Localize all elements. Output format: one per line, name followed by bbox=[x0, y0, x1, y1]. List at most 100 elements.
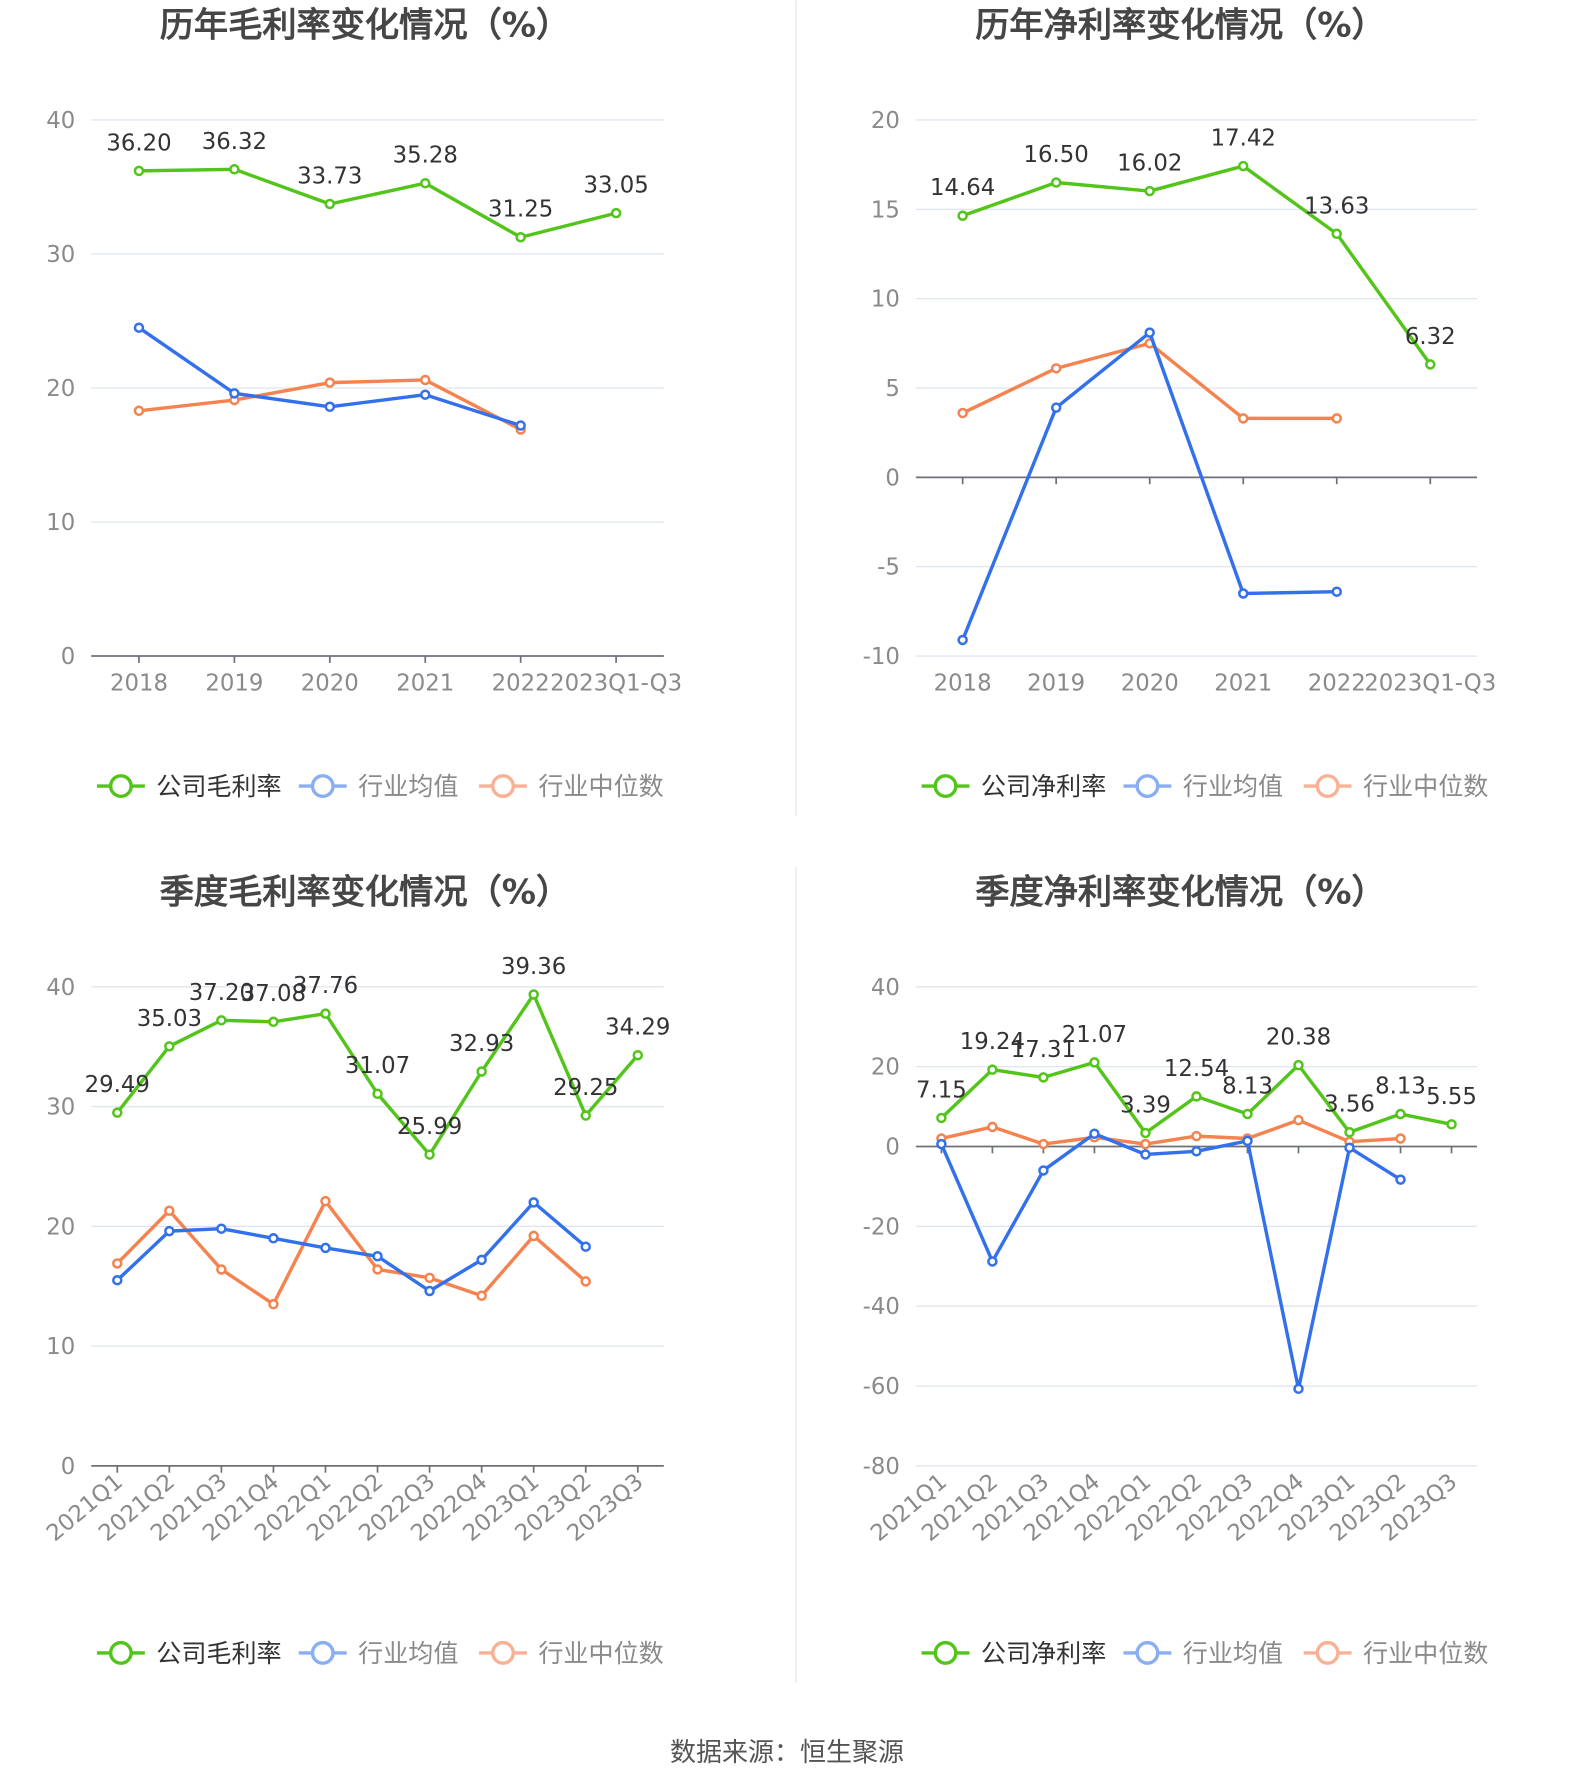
legend-item-company[interactable]: 公司净利率 bbox=[921, 1639, 1107, 1668]
data-point-avg bbox=[476, 1254, 487, 1266]
data-point-median bbox=[1050, 363, 1062, 374]
x-tick-label: 2022 bbox=[1308, 670, 1366, 696]
data-point-avg bbox=[372, 1251, 383, 1262]
y-tick-label: -5 bbox=[877, 555, 900, 581]
data-label: 34.29 bbox=[605, 1015, 670, 1041]
y-tick-label: 0 bbox=[885, 1134, 900, 1160]
y-tick-label: 40 bbox=[871, 975, 900, 1001]
data-point-avg bbox=[1395, 1174, 1406, 1185]
data-point-company bbox=[515, 231, 526, 243]
data-point-median bbox=[133, 405, 145, 417]
y-tick-label: 10 bbox=[46, 1334, 75, 1360]
legend-circle-icon bbox=[108, 774, 133, 799]
data-label: 36.32 bbox=[202, 129, 267, 155]
legend-label: 行业中位数 bbox=[1363, 772, 1488, 801]
data-point-avg bbox=[528, 1197, 539, 1208]
data-point-company bbox=[610, 207, 622, 219]
data-point-company bbox=[268, 1016, 279, 1028]
data-point-company bbox=[1038, 1072, 1049, 1083]
data-point-avg bbox=[515, 420, 526, 431]
annual-net-margin-chart: 历年净利率变化情况（%） -10 -5 0 5 10 15 20 2018 2019 2020 202… bbox=[863, 6, 1497, 801]
data-point-avg bbox=[1237, 588, 1249, 599]
legend-item-avg[interactable]: 行业均值 bbox=[298, 1639, 459, 1668]
legend-label: 行业中位数 bbox=[1363, 1639, 1488, 1668]
data-point-company bbox=[1242, 1108, 1253, 1120]
x-tick-label: 2022 bbox=[492, 670, 550, 696]
data-point-avg bbox=[1293, 1383, 1304, 1395]
data-label: 20.38 bbox=[1266, 1025, 1331, 1051]
legend-item-median[interactable]: 行业中位数 bbox=[1303, 1639, 1489, 1668]
data-label: 35.03 bbox=[137, 1006, 202, 1032]
data-point-avg bbox=[133, 322, 145, 333]
data-point-company bbox=[372, 1088, 383, 1100]
legend-item-median[interactable]: 行业中位数 bbox=[479, 1639, 664, 1668]
x-tick-label: 2018 bbox=[934, 670, 992, 696]
legend-circle-icon bbox=[1315, 1640, 1340, 1665]
x-tick-label: 2023Q1-Q3 bbox=[550, 670, 682, 696]
data-point-avg bbox=[957, 634, 968, 646]
data-point-company bbox=[1144, 185, 1155, 197]
data-point-median bbox=[1395, 1133, 1406, 1144]
data-label: 36.20 bbox=[106, 130, 171, 156]
y-tick-label: 10 bbox=[46, 510, 75, 536]
data-point-company bbox=[133, 165, 145, 177]
chart-title: 历年毛利率变化情况（%） bbox=[160, 6, 571, 46]
data-point-median bbox=[1038, 1138, 1049, 1150]
y-tick-label: 0 bbox=[885, 465, 900, 491]
data-point-median bbox=[1191, 1130, 1202, 1142]
data-label: 5.55 bbox=[1426, 1084, 1477, 1110]
data-point-median bbox=[1140, 1138, 1151, 1150]
annual-gross-margin-chart: 历年毛利率变化情况（%） 0 10 20 30 40 2018 2019 2020 2021 202… bbox=[46, 6, 682, 801]
data-label: 31.25 bbox=[488, 197, 553, 223]
data-point-company bbox=[424, 1149, 435, 1160]
legend-item-avg[interactable]: 行业均值 bbox=[1123, 1639, 1283, 1668]
data-point-company bbox=[1446, 1119, 1457, 1130]
data-point-avg bbox=[1344, 1142, 1355, 1153]
legend-item-median[interactable]: 行业中位数 bbox=[479, 772, 664, 801]
series-line-avg bbox=[961, 330, 1337, 641]
series-line-company bbox=[962, 164, 1432, 366]
y-tick-label: 5 bbox=[885, 376, 900, 402]
legend-circle-icon bbox=[1135, 1640, 1160, 1665]
legend-label: 行业均值 bbox=[1183, 1639, 1283, 1668]
data-point-company bbox=[580, 1110, 591, 1121]
data-point-avg bbox=[936, 1138, 947, 1150]
legend-item-avg[interactable]: 行业均值 bbox=[298, 772, 459, 801]
data-point-median bbox=[324, 377, 336, 388]
data-point-company bbox=[1331, 228, 1343, 240]
y-tick-label: 30 bbox=[46, 1095, 75, 1121]
legend-item-avg[interactable]: 行业均值 bbox=[1123, 772, 1283, 801]
legend-item-median[interactable]: 行业中位数 bbox=[1303, 772, 1489, 801]
data-point-median bbox=[112, 1258, 123, 1269]
data-point-median bbox=[268, 1298, 279, 1310]
legend-circle-icon bbox=[491, 1640, 515, 1665]
data-point-avg bbox=[1089, 1128, 1100, 1139]
data-point-avg bbox=[1038, 1165, 1049, 1176]
legend-item-company[interactable]: 公司净利率 bbox=[921, 772, 1107, 801]
y-tick-label: 0 bbox=[61, 1454, 76, 1480]
data-point-company bbox=[229, 164, 240, 175]
legend-item-company[interactable]: 公司毛利率 bbox=[96, 772, 282, 801]
data-label: 29.25 bbox=[553, 1075, 618, 1101]
data-point-company bbox=[957, 210, 968, 221]
legend-circle-icon bbox=[108, 1640, 133, 1665]
data-point-avg bbox=[216, 1223, 227, 1234]
chart-title: 季度净利率变化情况（%） bbox=[975, 873, 1386, 913]
y-tick-label: 20 bbox=[46, 1214, 75, 1240]
chart-title: 历年净利率变化情况（%） bbox=[975, 6, 1386, 46]
data-point-company bbox=[1293, 1059, 1304, 1071]
y-tick-label: 10 bbox=[871, 287, 900, 313]
data-label: 29.49 bbox=[85, 1072, 150, 1098]
legend-label: 公司净利率 bbox=[981, 772, 1106, 801]
legend-circle-icon bbox=[310, 774, 335, 799]
data-point-company bbox=[476, 1066, 487, 1077]
series-line-median bbox=[961, 341, 1337, 421]
data-point-company bbox=[987, 1064, 998, 1075]
legend-item-company[interactable]: 公司毛利率 bbox=[96, 1639, 282, 1668]
data-label: 17.42 bbox=[1211, 126, 1276, 152]
data-point-company bbox=[216, 1015, 227, 1026]
data-point-avg bbox=[419, 389, 431, 400]
legend-label: 公司毛利率 bbox=[156, 1639, 281, 1668]
data-point-median bbox=[957, 407, 968, 419]
data-label: 14.64 bbox=[930, 175, 995, 201]
